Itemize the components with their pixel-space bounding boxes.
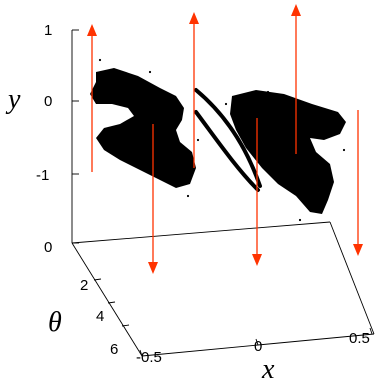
x-tick-label: 0.5 (349, 330, 370, 347)
theta-tick-label: 4 (96, 308, 104, 325)
theta-tick-mark (121, 324, 130, 327)
scatter-point (196, 138, 200, 142)
right-floor-edge (329, 221, 375, 335)
x-axis-label: x (261, 354, 275, 383)
theta-tick-label: 6 (110, 341, 118, 358)
scatter-point (342, 148, 346, 152)
x-tick-label: 0 (254, 338, 262, 355)
scatter-point (98, 58, 102, 62)
x-tick-mark (255, 338, 259, 346)
scatter-point (148, 70, 152, 74)
theta-axis-line (71, 242, 143, 357)
theta-axis-label: θ (48, 307, 62, 338)
scatter-band-upper (194, 88, 262, 188)
theta-tick-label: 2 (80, 277, 88, 294)
point-clouds (90, 58, 346, 222)
arrows (87, 4, 363, 274)
scatter-point (224, 102, 228, 106)
y-axis-label: y (5, 84, 21, 115)
up-arrow (189, 12, 199, 168)
down-arrow (353, 110, 363, 256)
up-arrow (87, 24, 97, 172)
scatter-point (186, 194, 190, 198)
z-tick-label: 0 (44, 239, 52, 256)
y-tick-label: 1 (44, 22, 52, 39)
back-floor-edge (71, 221, 331, 244)
scatter-cloud-right (230, 90, 346, 214)
scatter-point (266, 90, 270, 94)
down-arrow (252, 118, 262, 266)
x-tick-label: -0.5 (136, 349, 162, 366)
up-arrow (291, 4, 301, 154)
tick-labels: 1 0 -1 0 2 4 6 -0.5 0 0.5 (36, 22, 370, 366)
scatter-cloud-left (90, 68, 196, 188)
theta-tick-mark (107, 301, 116, 304)
y-tick-label: 0 (44, 93, 52, 110)
x-tick-mark (369, 327, 373, 335)
scatter-point (298, 218, 302, 222)
theta-tick-mark (93, 278, 102, 281)
axes (71, 29, 375, 357)
y-tick-label: -1 (36, 167, 49, 184)
x-tick-mark (139, 349, 143, 357)
speckle-points (98, 58, 346, 222)
down-arrow (148, 124, 158, 274)
scatter-band-lower (194, 110, 260, 192)
